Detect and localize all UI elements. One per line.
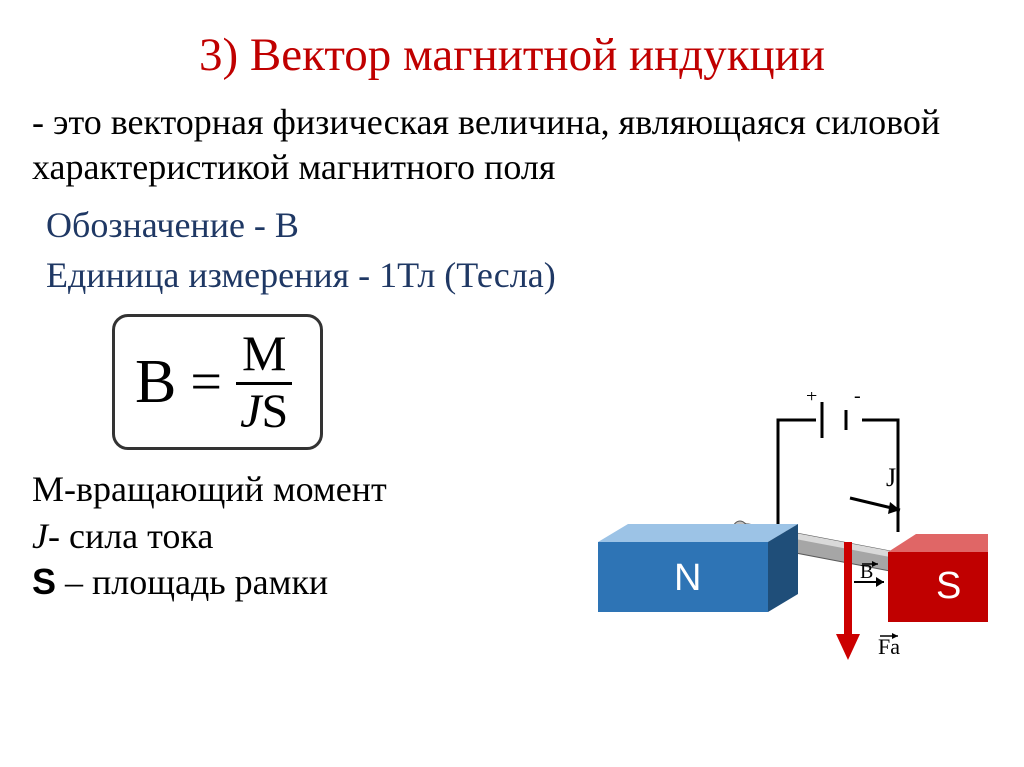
formula-eq: = [190, 354, 222, 410]
magnet-south: S [888, 534, 988, 622]
formula-numerator: M [236, 327, 292, 382]
unit-value: 1Тл (Тесла) [379, 255, 556, 295]
legend-j-text: - сила тока [48, 516, 213, 556]
designation-line: Обозначение - В [32, 204, 992, 246]
formula-fraction: M JS [236, 327, 292, 437]
legend-s-symbol: S [32, 561, 56, 602]
title-number: 3) [199, 29, 238, 81]
formula: B = M JS [135, 327, 292, 437]
title-text: Вектор магнитной индукции [250, 29, 825, 81]
legend-j-symbol: J [32, 516, 48, 556]
magnet-north: N [598, 524, 798, 612]
diagram-svg: + - J N [598, 392, 988, 682]
unit-line: Единица измерения - 1Тл (Тесла) [32, 254, 992, 296]
formula-denominator: JS [240, 385, 288, 437]
formula-den-s: S [261, 385, 288, 438]
battery-minus: - [854, 392, 861, 407]
fa-label: Fa [878, 634, 900, 659]
battery-plus: + [806, 392, 817, 407]
magnet-north-label: N [674, 557, 701, 599]
b-label: B [860, 561, 873, 583]
designation-prefix: Обозначение - [46, 205, 275, 245]
battery-icon [822, 402, 846, 438]
slide: 3) Вектор магнитной индукции - это векто… [0, 0, 1024, 767]
circuit-wires [778, 420, 898, 532]
designation-symbol: В [275, 205, 299, 245]
slide-title: 3) Вектор магнитной индукции [32, 28, 992, 82]
j-arrow: J [850, 463, 900, 514]
magnet-south-label: S [936, 565, 961, 607]
magnet-diagram: + - J N [598, 392, 988, 682]
formula-den-j: J [240, 385, 261, 438]
formula-lhs: B [135, 351, 176, 413]
formula-box: B = M JS [112, 314, 323, 450]
unit-prefix: Единица измерения - [46, 255, 379, 295]
j-label: J [886, 463, 896, 492]
definition-text: - это векторная физическая величина, явл… [32, 100, 972, 190]
legend-s-text: – площадь рамки [56, 562, 328, 602]
